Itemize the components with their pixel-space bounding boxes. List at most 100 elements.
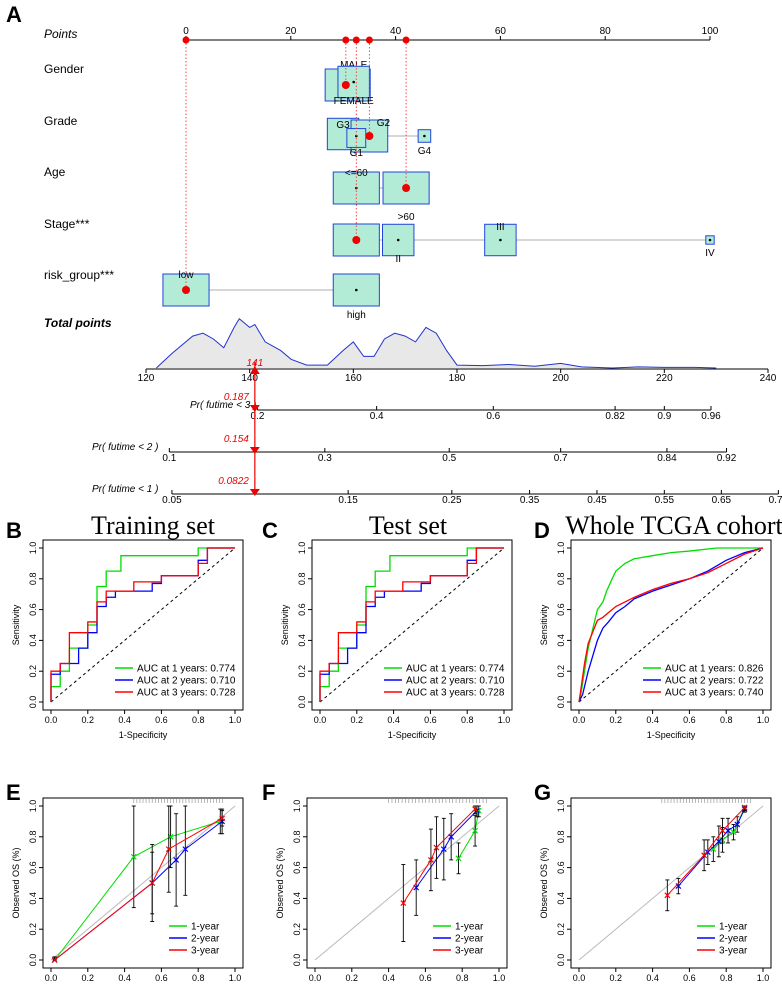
y-tick-label: 0.0	[297, 696, 307, 709]
calibration-line	[677, 808, 746, 887]
prob-tick-label: 0.1	[162, 453, 176, 464]
level-label: MALE	[340, 60, 368, 71]
level-label: G3	[336, 120, 350, 131]
x-tick-label: 0.0	[573, 715, 586, 725]
variable-label: Grade	[44, 114, 78, 128]
panel-letter-A: A	[6, 2, 22, 27]
points-axis: 0 20 40 60 80 100	[183, 26, 719, 41]
highlight-axis-point	[365, 36, 373, 44]
x-tick-label: 0.6	[155, 973, 168, 983]
nomogram-highlight	[182, 36, 411, 294]
y-tick-label: 1.0	[556, 800, 566, 813]
points-tick-label: 80	[600, 26, 612, 37]
y-axis-label: Observed OS (%)	[539, 847, 549, 918]
y-axis-label: Observed OS (%)	[275, 847, 285, 918]
y-tick-label: 0.8	[556, 573, 566, 586]
level-dot	[423, 134, 426, 138]
point-marker	[715, 838, 722, 845]
prob-tick-label: 0.2	[250, 411, 264, 422]
y-tick-label: 0.8	[292, 831, 302, 844]
total-tick-label: 240	[760, 373, 777, 384]
x-tick-label: 1.0	[498, 715, 511, 725]
y-tick-label: 0.8	[28, 573, 38, 586]
legend-label: AUC at 2 years: 0.710	[137, 676, 236, 687]
calibration-line	[415, 810, 478, 888]
y-tick-label: 1.0	[292, 800, 302, 813]
y-tick-label: 0.6	[297, 603, 307, 616]
x-tick-label: 0.2	[82, 715, 95, 725]
y-tick-label: 1.0	[556, 542, 566, 555]
total-tick-label: 140	[241, 373, 258, 384]
calibration-line	[54, 817, 223, 961]
level-dot	[708, 238, 712, 242]
legend-label: 3-year	[455, 946, 484, 957]
legend-label: 1-year	[719, 922, 748, 933]
point-marker	[219, 815, 226, 822]
y-tick-label: 0.6	[28, 861, 38, 874]
calibration-panel-test: F0.00.00.20.20.40.40.60.60.80.81.01.0Nom…	[262, 780, 508, 983]
x-tick-label: 0.4	[646, 715, 659, 725]
calibration-panel-whole: G0.00.00.20.20.40.40.60.60.80.81.01.0Nom…	[534, 780, 772, 983]
x-tick-label: 0.8	[461, 715, 474, 725]
total-points-axis: 120 140 160 180 200 220 240	[138, 368, 777, 384]
plot-title: Test set	[369, 511, 448, 540]
y-tick-label: 0.0	[556, 954, 566, 967]
prob-axis-label: Pr( futime < 2 )	[92, 442, 158, 453]
roc-curve	[578, 547, 764, 703]
variable-label: risk_group***	[44, 268, 114, 282]
prob-value: 0.187	[224, 392, 249, 403]
point-marker	[130, 853, 137, 860]
legend-label: AUC at 3 years: 0.728	[406, 688, 505, 699]
y-tick-label: 0.6	[28, 603, 38, 616]
level-dot	[499, 238, 502, 242]
highlight-level-point	[402, 184, 411, 192]
total-value: 141	[247, 358, 264, 369]
highlight-level-point	[341, 81, 350, 89]
y-tick-label: 0.2	[297, 665, 307, 678]
y-tick-label: 0.4	[556, 634, 566, 647]
total-tick-label: 120	[138, 373, 155, 384]
x-tick-label: 0.4	[387, 715, 400, 725]
legend-label: 3-year	[719, 946, 748, 957]
total-tick-label: 200	[552, 373, 569, 384]
highlight-level-point	[365, 132, 374, 140]
point-marker	[730, 829, 737, 836]
x-tick-label: 0.4	[646, 973, 659, 983]
point-marker	[51, 957, 58, 963]
prob-tick-label: 0.4	[370, 411, 384, 422]
prob-tick-label: 0.45	[587, 495, 607, 506]
prob-value: 0.154	[224, 434, 249, 445]
highlight-axis-point	[342, 36, 350, 44]
point-marker	[741, 804, 748, 811]
panel-letter-D: D	[534, 518, 550, 543]
x-tick-label: 0.0	[573, 973, 586, 983]
x-tick-label: 0.8	[720, 973, 733, 983]
point-marker	[400, 900, 407, 906]
prob-axis-label: Pr( futime < 1 )	[92, 484, 158, 495]
prob-tick-label: 0.82	[605, 411, 625, 422]
panel-letter-F: F	[262, 780, 275, 805]
prob-tick-label: 0.3	[318, 453, 332, 464]
highlight-axis-point	[402, 36, 410, 44]
prob-tick-label: 0.65	[712, 495, 732, 506]
y-tick-label: 1.0	[28, 542, 38, 555]
points-label: Points	[44, 27, 77, 41]
x-tick-label: 1.0	[229, 715, 242, 725]
x-tick-label: 0.0	[45, 715, 58, 725]
y-tick-label: 0.4	[28, 634, 38, 647]
y-tick-label: 0.4	[556, 892, 566, 905]
plot-title: Whole TCGA cohort	[565, 511, 782, 540]
y-tick-label: 0.4	[28, 892, 38, 905]
roc-curve	[578, 547, 763, 703]
reference-diagonal	[50, 547, 236, 703]
level-label: >60	[398, 212, 415, 223]
plot-title: Training set	[91, 511, 216, 540]
x-tick-label: 0.4	[118, 715, 131, 725]
x-tick-label: 0.2	[610, 973, 623, 983]
legend-label: 1-year	[191, 922, 220, 933]
level-label: FEMALE	[334, 96, 374, 107]
point-marker	[472, 827, 479, 834]
y-tick-label: 1.0	[297, 542, 307, 555]
x-axis-label: 1-Specificity	[647, 730, 696, 740]
highlight-axis-point	[352, 36, 360, 44]
